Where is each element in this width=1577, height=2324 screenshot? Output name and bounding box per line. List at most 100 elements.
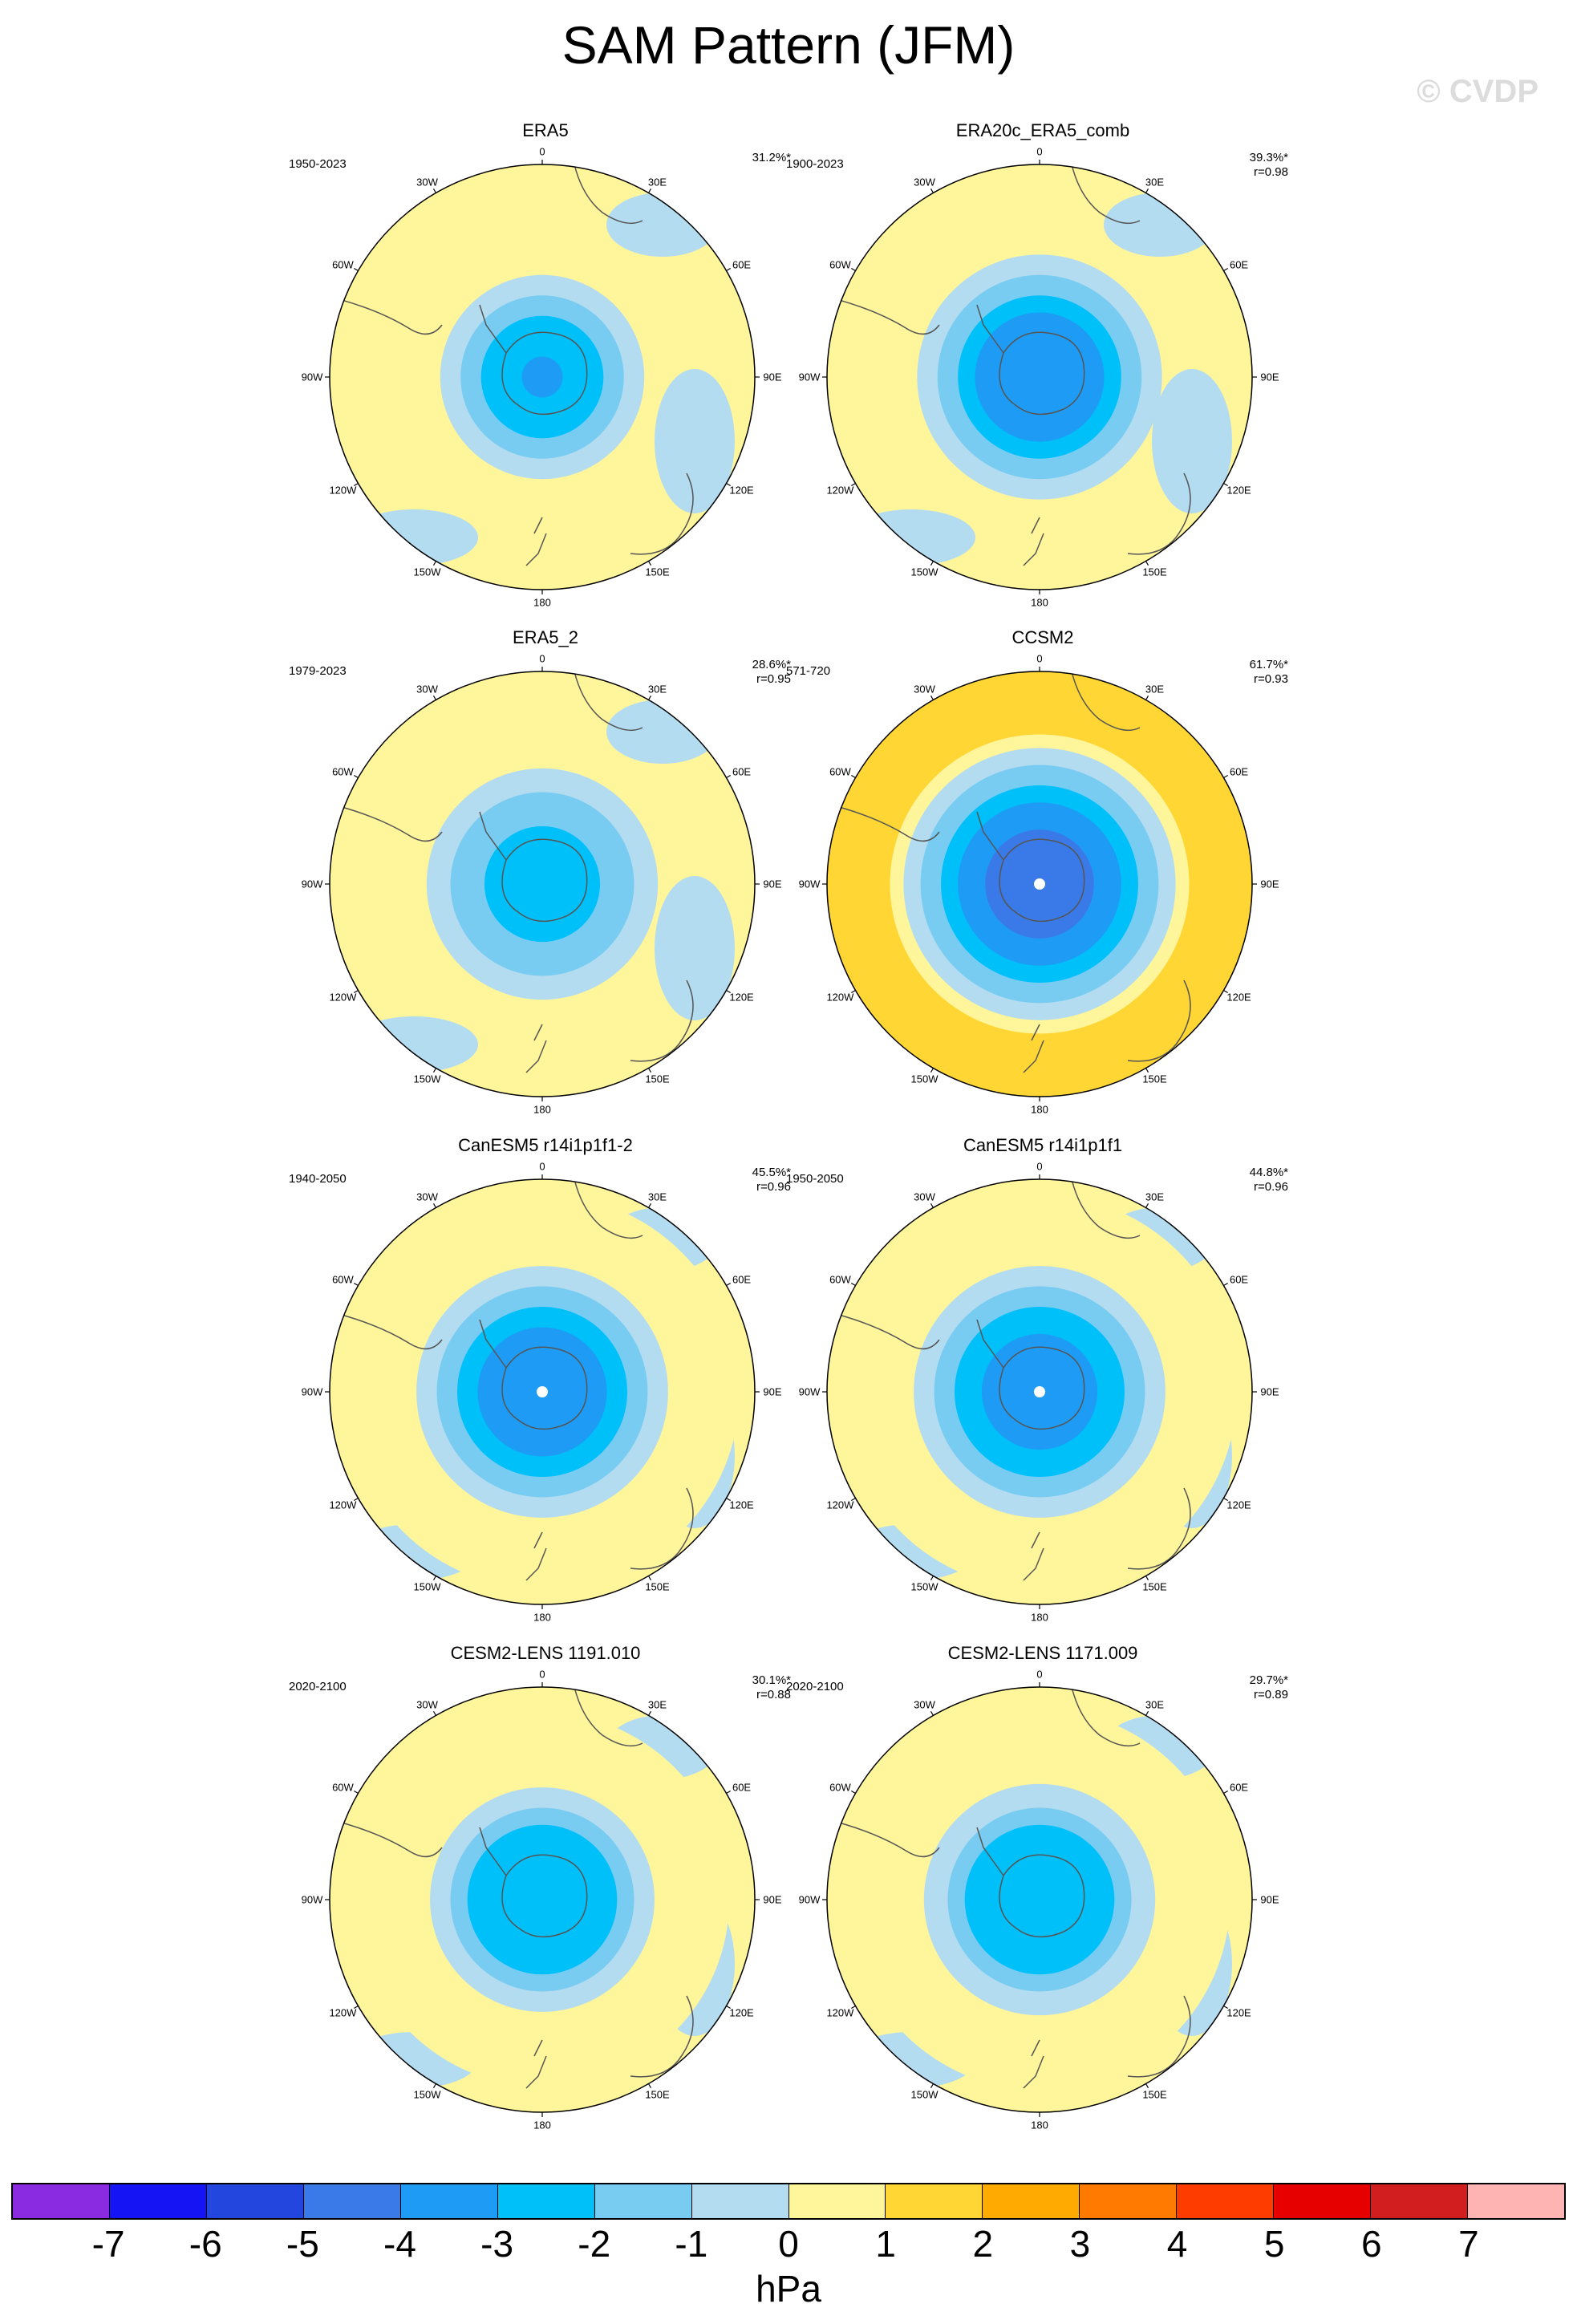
colorbar-swatch xyxy=(1177,2184,1275,2218)
panel-period: 2020-2100 xyxy=(786,1680,844,1693)
longitude-tick xyxy=(851,1790,856,1795)
panel-variance-explained: 29.7%* xyxy=(1249,1673,1288,1687)
panel-period: 571-720 xyxy=(786,664,831,678)
longitude-tick xyxy=(726,482,731,487)
longitude-label: 60E xyxy=(732,258,752,270)
longitude-label: 60E xyxy=(1229,1273,1249,1285)
longitude-label: 60W xyxy=(829,1273,851,1285)
longitude-label: 150E xyxy=(645,2088,670,2101)
australia-coastline xyxy=(630,473,694,555)
anomaly-patch xyxy=(1152,369,1232,513)
new-zealand-coastline xyxy=(1023,1531,1044,1581)
longitude-tick xyxy=(1145,561,1149,566)
australia-coastline xyxy=(1127,1995,1191,2078)
panel-variance-explained: 61.7%* xyxy=(1249,658,1288,671)
africa-coastline xyxy=(574,164,643,225)
longitude-tick xyxy=(1145,2083,1149,2088)
longitude-label: 120W xyxy=(329,1499,357,1511)
figure-title: SAM Pattern (JFM) xyxy=(561,15,1016,75)
longitude-label: 30E xyxy=(647,1190,667,1203)
longitude-tick xyxy=(930,1711,934,1716)
longitude-label: 0 xyxy=(539,1160,545,1173)
colorbar-swatch xyxy=(788,2184,886,2218)
longitude-label: 180 xyxy=(533,596,551,609)
anomaly-patch xyxy=(655,369,735,513)
longitude-label: 120W xyxy=(329,484,357,496)
polar-map xyxy=(822,667,1257,1101)
longitude-tick xyxy=(1223,989,1228,994)
antarctica-coastline xyxy=(501,331,588,416)
longitude-tick xyxy=(1223,267,1228,272)
longitude-label: 150E xyxy=(1142,2088,1167,2101)
longitude-label: 30W xyxy=(416,1190,438,1203)
longitude-label: 180 xyxy=(1031,596,1048,609)
australia-coastline xyxy=(1127,473,1191,555)
panel-period: 1950-2023 xyxy=(289,157,347,171)
longitude-label: 150W xyxy=(413,1580,441,1593)
polar-map xyxy=(325,1682,760,2117)
longitude-label: 120W xyxy=(826,1499,854,1511)
antarctica-coastline xyxy=(501,1854,588,1938)
longitude-tick xyxy=(930,1203,934,1208)
panel-period: 1940-2050 xyxy=(289,1172,347,1186)
longitude-tick xyxy=(930,561,934,566)
colorbar-swatch xyxy=(594,2184,692,2218)
new-zealand-coastline xyxy=(525,1531,547,1581)
antarctic-peninsula-coastline xyxy=(479,811,507,861)
longitude-label: 30W xyxy=(914,1698,935,1711)
australia-coastline xyxy=(630,979,694,1062)
colorbar-tick-label: 7 xyxy=(1458,2223,1479,2265)
longitude-label: 30E xyxy=(1145,683,1165,696)
longitude-label: 180 xyxy=(533,1103,551,1116)
colorbar-units-label: hPa xyxy=(756,2268,821,2310)
longitude-label: 150W xyxy=(910,1073,938,1085)
longitude-tick xyxy=(432,1711,437,1716)
colorbar-labels: -7 -6 -5 -4 -3 -2 -1 0 1 2 3 4 5 6 7 xyxy=(11,2222,1566,2270)
new-zealand-coastline xyxy=(1023,1024,1044,1073)
longitude-label: 150E xyxy=(1142,1580,1167,1593)
longitude-tick xyxy=(726,1282,731,1287)
longitude-label: 180 xyxy=(533,1611,551,1624)
colorbar-swatch xyxy=(303,2184,401,2218)
longitude-label: 90E xyxy=(1260,1893,1279,1906)
africa-coastline xyxy=(1071,164,1141,225)
longitude-tick xyxy=(354,1790,359,1795)
longitude-label: 0 xyxy=(1036,652,1043,665)
longitude-tick xyxy=(647,189,652,193)
new-zealand-coastline xyxy=(525,517,547,566)
panel-variance-explained: 28.6%* xyxy=(752,658,791,671)
colorbar-tick-label: -2 xyxy=(578,2223,611,2265)
map-panel: CanESM5 r14i1p1f1-2 1940-2050 45.5%* r=0.96… xyxy=(217,1135,874,1649)
longitude-tick xyxy=(647,1203,652,1208)
longitude-label: 150W xyxy=(910,566,938,578)
longitude-label: 90W xyxy=(798,1385,821,1398)
longitude-tick xyxy=(726,1497,731,1502)
anomaly-contour-neg4 xyxy=(521,356,563,398)
longitude-tick xyxy=(930,696,934,700)
longitude-tick xyxy=(930,1576,934,1580)
longitude-label: 60W xyxy=(829,258,851,270)
longitude-label: 60W xyxy=(829,765,851,777)
colorbar-swatch xyxy=(1080,2184,1178,2218)
longitude-label: 150W xyxy=(413,1073,441,1085)
antarctica-coastline xyxy=(501,1346,588,1430)
panel-period: 2020-2100 xyxy=(289,1680,347,1693)
south-america-coastline xyxy=(827,296,940,335)
longitude-label: 120E xyxy=(1226,1499,1251,1511)
longitude-label: 60E xyxy=(732,765,752,777)
colorbar-tick-label: 0 xyxy=(778,2223,799,2265)
longitude-tick xyxy=(647,1068,652,1073)
map-panel: ERA20c_ERA5_comb 1900-2023 39.3%* r=0.98 0 30… xyxy=(714,120,1372,634)
longitude-tick xyxy=(354,482,359,487)
longitude-label: 60E xyxy=(1229,1781,1249,1793)
colorbar-swatch xyxy=(691,2184,789,2218)
longitude-label: 180 xyxy=(1031,1611,1048,1624)
longitude-label: 120E xyxy=(1226,484,1251,496)
pole-marker xyxy=(1034,878,1045,890)
longitude-label: 60E xyxy=(732,1273,752,1285)
longitude-tick xyxy=(647,1576,652,1580)
longitude-label: 60E xyxy=(732,1781,752,1793)
longitude-label: 150E xyxy=(645,1073,670,1085)
antarctica-coastline xyxy=(501,838,588,923)
panel-pattern-correlation: r=0.96 xyxy=(756,1180,791,1194)
